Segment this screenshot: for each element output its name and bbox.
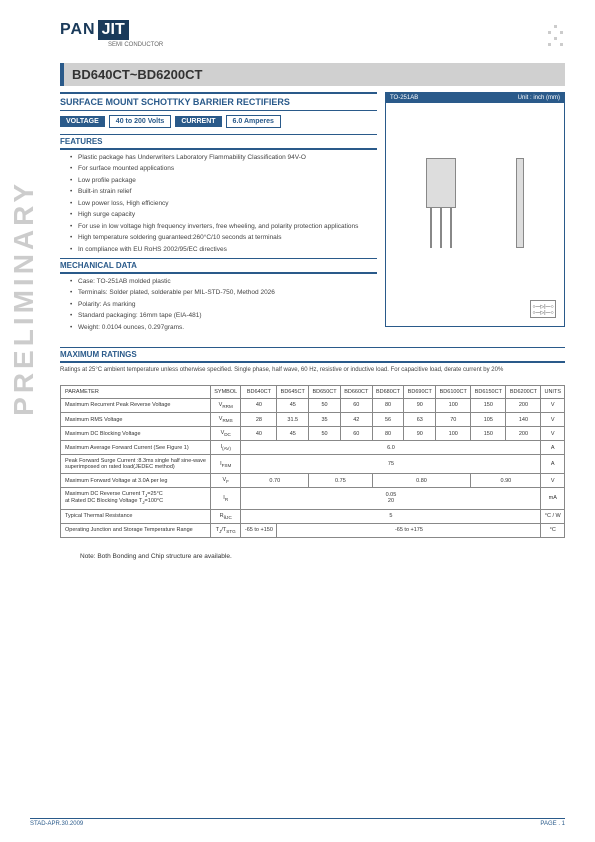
feature-item: High surge capacity <box>70 211 377 219</box>
footer-date: STAD-APR.30.2009 <box>30 821 83 827</box>
ratings-table: PARAMETERSYMBOLBD640CTBD645CTBD650CTBD66… <box>60 385 565 538</box>
part-number-title: BD640CT~BD6200CT <box>60 63 565 86</box>
feature-item: Built-in strain relief <box>70 188 377 196</box>
feature-item: In compliance with EU RoHS 2002/95/EC di… <box>70 246 377 254</box>
feature-item: Low power loss, High efficiency <box>70 200 377 208</box>
feature-item: High temperature soldering guaranteed:26… <box>70 234 377 242</box>
current-label: CURRENT <box>175 116 221 127</box>
page-footer: STAD-APR.30.2009 PAGE . 1 <box>30 818 565 827</box>
footer-page: PAGE . 1 <box>540 821 565 827</box>
feature-item: Plastic package has Underwriters Laborat… <box>70 154 377 162</box>
logo-text-1: PAN <box>60 21 96 39</box>
feature-item: For use in low voltage high frequency in… <box>70 223 377 231</box>
voltage-value: 40 to 200 Volts <box>109 115 172 128</box>
feature-item: For surface mounted applications <box>70 165 377 173</box>
voltage-label: VOLTAGE <box>60 116 105 127</box>
spec-row: VOLTAGE 40 to 200 Volts CURRENT 6.0 Ampe… <box>60 115 377 128</box>
product-subtitle: SURFACE MOUNT SCHOTTKY BARRIER RECTIFIER… <box>60 92 377 111</box>
mech-item: Case: TO-251AB molded plastic <box>70 278 377 286</box>
logo-subtitle: SEMI CONDUCTOR <box>108 42 565 48</box>
package-diagram: TO-251AB Unit : inch (mm) ○—▷|—○○—▷|—○ <box>385 92 565 327</box>
current-value: 6.0 Amperes <box>226 115 281 128</box>
features-heading: FEATURES <box>60 134 377 150</box>
mech-item: Polarity: As marking <box>70 301 377 309</box>
decorative-dots <box>535 25 565 50</box>
mech-item: Weight: 0.0104 ounces, 0.297grams. <box>70 324 377 332</box>
features-list: Plastic package has Underwriters Laborat… <box>60 154 377 254</box>
preliminary-watermark: PRELIMINARY <box>8 180 40 416</box>
mech-item: Terminals: Solder plated, solderable per… <box>70 289 377 297</box>
package-unit: Unit : inch (mm) <box>518 95 560 101</box>
ratings-heading: MAXIMUM RATINGS <box>60 347 565 363</box>
ratings-note: Ratings at 25°C ambient temperature unle… <box>60 367 565 375</box>
footer-note: Note: Both Bonding and Chip structure ar… <box>80 553 565 560</box>
logo-text-2: JIT <box>98 20 129 40</box>
mechanical-list: Case: TO-251AB molded plastic Terminals: … <box>60 278 377 332</box>
package-name: TO-251AB <box>390 95 418 101</box>
logo: PAN JIT <box>60 20 565 40</box>
feature-item: Low profile package <box>70 177 377 185</box>
mechanical-heading: MECHANICAL DATA <box>60 258 377 274</box>
mech-item: Standard packaging: 16mm tape (EIA-481) <box>70 312 377 320</box>
